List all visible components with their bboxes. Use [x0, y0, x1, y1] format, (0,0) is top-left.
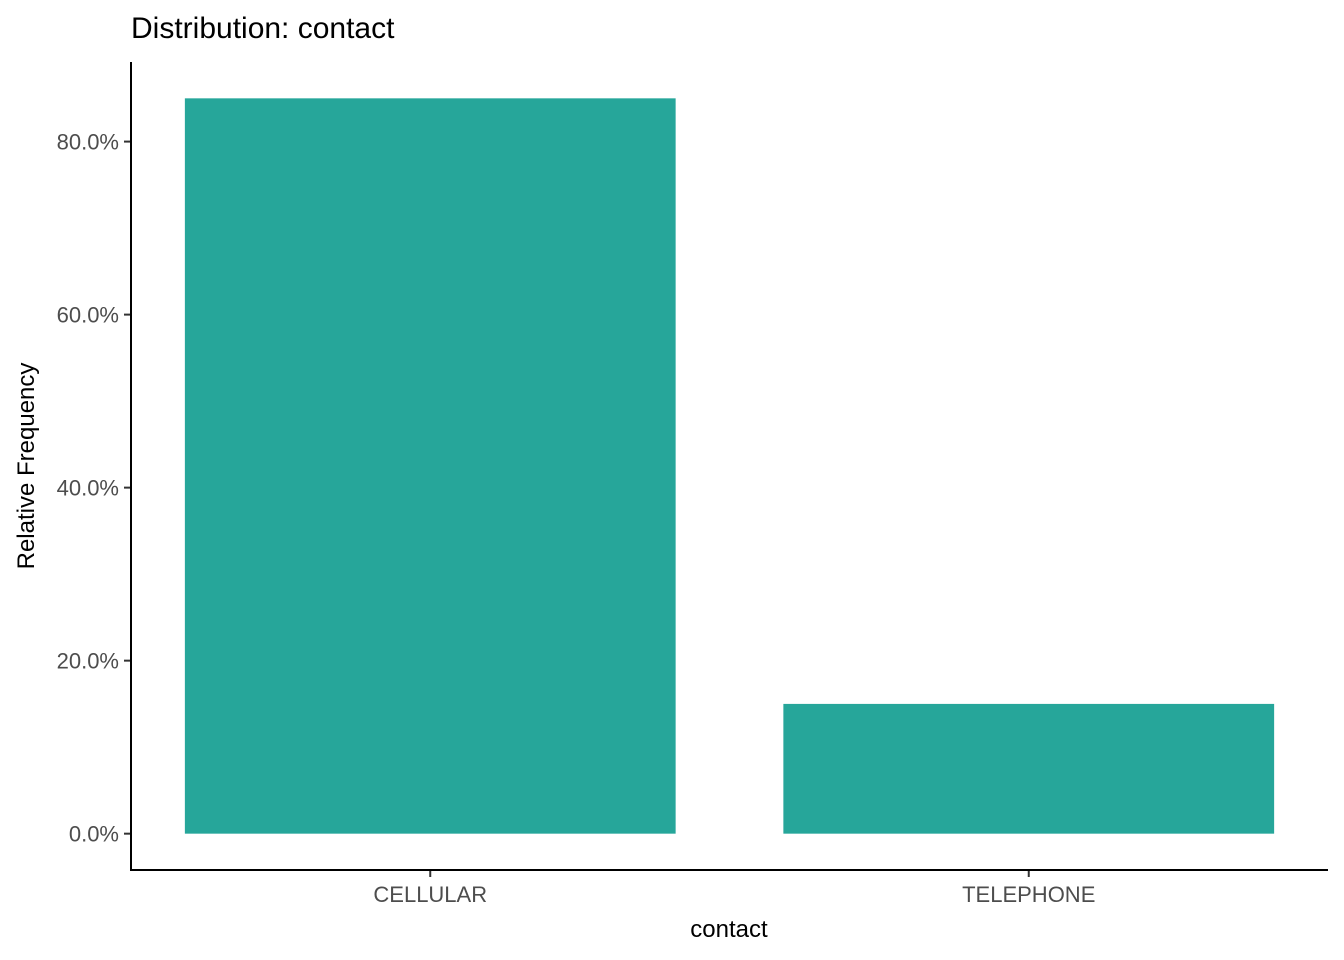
- y-tick-label: 40.0%: [57, 476, 119, 501]
- x-axis-ticks: CELLULAR TELEPHONE: [373, 870, 1095, 907]
- bar-cellular: [184, 98, 676, 834]
- bars-group: [184, 98, 1275, 834]
- y-axis-label: Relative Frequency: [13, 363, 40, 570]
- y-tick-label: 60.0%: [57, 303, 119, 328]
- x-tick-label: TELEPHONE: [962, 882, 1095, 907]
- y-tick-label: 0.0%: [69, 822, 119, 847]
- y-tick-label: 80.0%: [57, 130, 119, 155]
- y-axis-ticks: 0.0% 20.0% 40.0% 60.0% 80.0%: [57, 130, 131, 847]
- x-axis-label: contact: [690, 916, 768, 943]
- x-tick-label: CELLULAR: [373, 882, 487, 907]
- chart-title: Distribution: contact: [131, 12, 395, 45]
- y-tick-label: 20.0%: [57, 649, 119, 674]
- bar-telephone: [783, 703, 1275, 834]
